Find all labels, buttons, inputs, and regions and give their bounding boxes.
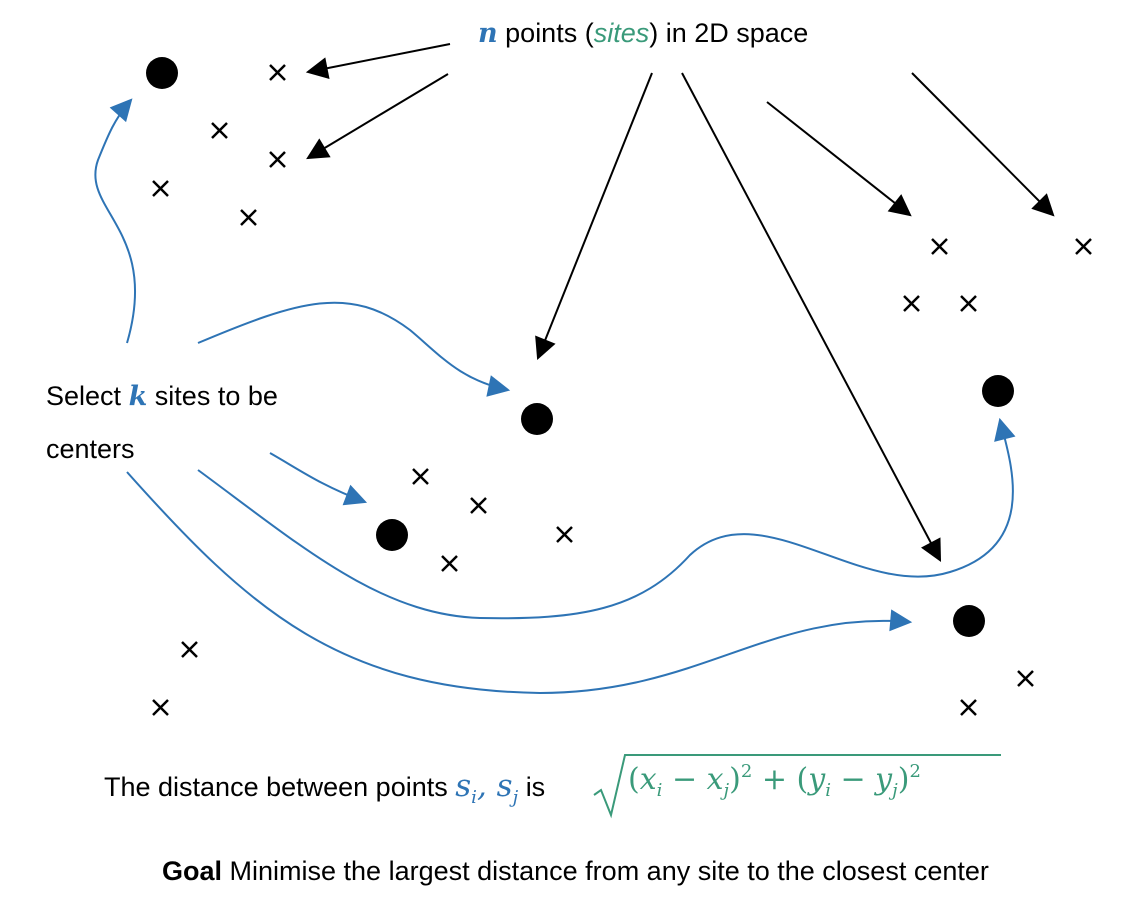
k-variable: k <box>128 381 148 412</box>
distance-label-text-1: The distance between points <box>104 772 448 802</box>
site-point <box>903 295 920 312</box>
center-arrows <box>94 98 1016 695</box>
center-arrow <box>126 471 913 695</box>
center-point <box>953 605 985 637</box>
site-point <box>441 555 458 572</box>
sites-label-text-1: points ( <box>505 18 594 48</box>
distance-label: The distance between points si, sj is <box>104 768 546 808</box>
sites-word: sites <box>593 18 650 48</box>
center-point <box>376 519 408 551</box>
goal-text: Minimise the largest distance from any s… <box>229 856 989 886</box>
center-arrow <box>94 98 137 344</box>
site-point <box>269 151 286 168</box>
site-point <box>556 526 573 543</box>
select-word: Select <box>46 381 122 411</box>
site-point <box>152 180 169 197</box>
center-point <box>982 375 1014 407</box>
site-point <box>181 641 198 658</box>
site-arrows <box>305 43 1055 562</box>
goal-word: Goal <box>162 856 223 886</box>
site-point <box>152 699 169 716</box>
site-arrow <box>535 72 653 361</box>
goal-label: Goal Minimise the largest distance from … <box>162 856 989 887</box>
site-point <box>412 468 429 485</box>
center-arrow <box>269 452 368 506</box>
sites-label-text-2: ) in 2D space <box>649 18 809 48</box>
site-point <box>960 699 977 716</box>
select-centers-line-1-rest: sites to be <box>154 381 278 411</box>
site-point <box>1017 670 1034 687</box>
distance-formula: (xi − xj)2 + (yi − yj)2 <box>628 761 921 801</box>
select-centers-line-2: centers <box>46 434 135 464</box>
site-arrow <box>306 73 449 160</box>
site-arrow <box>681 72 942 562</box>
site-arrow <box>911 72 1055 217</box>
center-arrow <box>197 417 1016 620</box>
s-i-variable: si, sj <box>455 768 519 808</box>
site-point <box>960 295 977 312</box>
site-point <box>269 64 286 81</box>
select-centers-label: Select k sites to be centers <box>46 370 278 475</box>
center-arrow <box>197 301 511 397</box>
centers <box>146 57 1014 637</box>
site-point <box>211 122 228 139</box>
center-point <box>521 403 553 435</box>
site-point <box>931 238 948 255</box>
site-point <box>1075 238 1092 255</box>
site-arrow <box>766 101 912 217</box>
site-arrow <box>305 43 451 79</box>
n-variable: n <box>478 18 498 49</box>
distance-label-text-2: is <box>525 772 546 802</box>
center-point <box>146 57 178 89</box>
sites <box>152 64 1092 716</box>
select-centers-line-1: Select k sites to be <box>46 370 278 423</box>
site-point <box>240 209 257 226</box>
sites-label: n points (sites) in 2D space <box>478 18 808 49</box>
site-point <box>470 497 487 514</box>
sqrt-sign <box>593 754 1001 819</box>
